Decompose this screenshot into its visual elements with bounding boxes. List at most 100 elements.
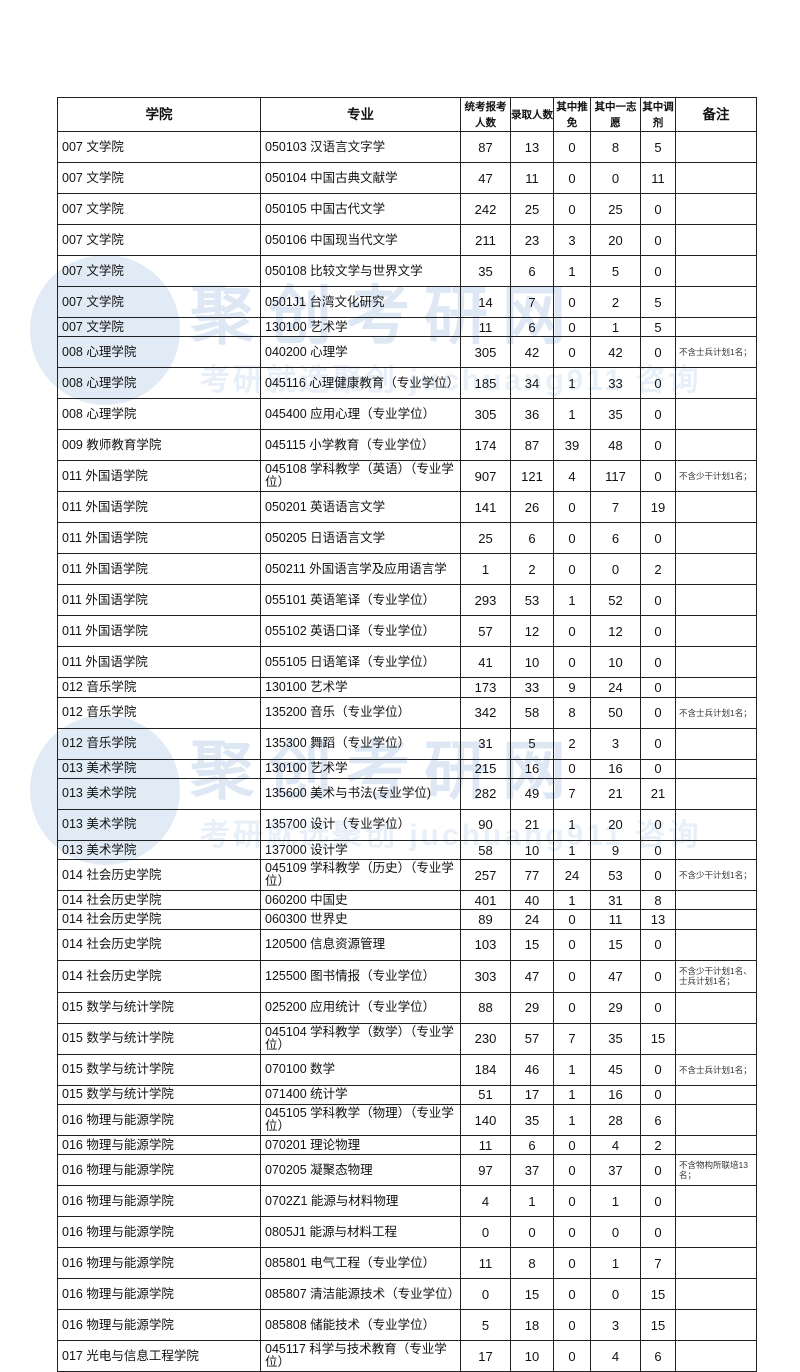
- cell-admitted: 15: [510, 1278, 554, 1311]
- cell-remarks: [675, 367, 757, 400]
- cell-major: 050105 中国古代文学: [260, 193, 461, 225]
- cell-recommended: 1: [553, 255, 591, 287]
- cell-admitted: 2: [510, 553, 554, 586]
- cell-admitted: 29: [510, 991, 554, 1024]
- cell-recommended: 0: [553, 162, 591, 194]
- cell-recommended: 2: [553, 727, 591, 760]
- cell-transfer: 0: [640, 367, 676, 400]
- table-row: 007 文学院 0501J1 台湾文化研究 14 7 0 2 5: [57, 286, 757, 318]
- cell-recommended: 1: [553, 398, 591, 431]
- cell-remarks: [675, 646, 757, 679]
- cell-admitted: 10: [510, 839, 554, 861]
- cell-applicants: 57: [460, 615, 511, 648]
- cell-college: 013 美术学院: [57, 808, 261, 841]
- cell-remarks: [675, 1247, 757, 1280]
- cell-applicants: 11: [460, 1135, 511, 1156]
- cell-applicants: 401: [460, 890, 511, 911]
- cell-applicants: 41: [460, 646, 511, 679]
- table-row: 007 文学院 050106 中国现当代文学 211 23 3 20 0: [57, 224, 757, 256]
- cell-major: 085801 电气工程（专业学位）: [260, 1247, 461, 1280]
- cell-applicants: 184: [460, 1053, 511, 1086]
- cell-recommended: 3: [553, 224, 591, 256]
- cell-first-choice: 1: [590, 1185, 641, 1218]
- cell-first-choice: 24: [590, 677, 641, 698]
- cell-transfer: 0: [640, 1053, 676, 1086]
- cell-applicants: 31: [460, 727, 511, 760]
- cell-college: 008 心理学院: [57, 336, 261, 369]
- cell-transfer: 5: [640, 316, 676, 338]
- cell-college: 008 心理学院: [57, 398, 261, 431]
- cell-applicants: 11: [460, 316, 511, 338]
- cell-recommended: 1: [553, 367, 591, 400]
- cell-applicants: 0: [460, 1216, 511, 1249]
- table-row: 015 数学与统计学院 025200 应用统计（专业学位） 88 29 0 29 0: [57, 991, 757, 1024]
- cell-admitted: 87: [510, 429, 554, 462]
- cell-major: 055101 英语笔译（专业学位）: [260, 584, 461, 617]
- cell-recommended: 4: [553, 460, 591, 493]
- header-first-choice: 其中一志愿: [590, 97, 641, 132]
- table-row: 013 美术学院 135600 美术与书法(专业学位) 282 49 7 21 21: [57, 777, 757, 810]
- cell-transfer: 0: [640, 1154, 676, 1187]
- table-row: 011 外国语学院 045108 学科教学（英语）（专业学位） 907 121 4 117…: [57, 460, 757, 493]
- table-header-row: 学院 专业 统考报考人数 录取人数 其中推免 其中一志愿 其中调剂 备注: [57, 97, 757, 132]
- cell-major: 070201 理论物理: [260, 1135, 461, 1156]
- cell-college: 007 文学院: [57, 286, 261, 318]
- cell-recommended: 0: [553, 1309, 591, 1342]
- header-admitted: 录取人数: [510, 97, 554, 132]
- cell-college: 016 物理与能源学院: [57, 1104, 261, 1137]
- table-row: 014 社会历史学院 120500 信息资源管理 103 15 0 15 0: [57, 928, 757, 961]
- cell-major: 025200 应用统计（专业学位）: [260, 991, 461, 1024]
- cell-recommended: 0: [553, 928, 591, 961]
- table-row: 009 教师教育学院 045115 小学教育（专业学位） 174 87 39 48 0: [57, 429, 757, 462]
- cell-first-choice: 1: [590, 316, 641, 338]
- cell-admitted: 57: [510, 1022, 554, 1055]
- cell-college: 011 外国语学院: [57, 491, 261, 524]
- cell-first-choice: 9: [590, 839, 641, 861]
- cell-remarks: [675, 1185, 757, 1218]
- cell-remarks: [675, 1278, 757, 1311]
- cell-major: 060300 世界史: [260, 909, 461, 930]
- table-row: 011 外国语学院 050205 日语语言文学 25 6 0 6 0: [57, 522, 757, 555]
- cell-first-choice: 53: [590, 859, 641, 892]
- cell-first-choice: 37: [590, 1154, 641, 1187]
- cell-admitted: 0: [510, 1216, 554, 1249]
- cell-remarks: [675, 808, 757, 841]
- cell-college: 016 物理与能源学院: [57, 1216, 261, 1249]
- table-row: 013 美术学院 137000 设计学 58 10 1 9 0: [57, 839, 757, 861]
- cell-recommended: 0: [553, 131, 591, 163]
- cell-remarks: [675, 553, 757, 586]
- cell-remarks: [675, 224, 757, 256]
- cell-admitted: 33: [510, 677, 554, 698]
- cell-recommended: 7: [553, 1022, 591, 1055]
- cell-admitted: 6: [510, 522, 554, 555]
- table-row: 011 外国语学院 055101 英语笔译（专业学位） 293 53 1 52 0: [57, 584, 757, 617]
- cell-first-choice: 31: [590, 890, 641, 911]
- table-row: 016 物理与能源学院 085807 清洁能源技术（专业学位） 0 15 0 0 15: [57, 1278, 757, 1311]
- cell-recommended: 0: [553, 758, 591, 779]
- cell-first-choice: 16: [590, 1084, 641, 1106]
- cell-admitted: 47: [510, 959, 554, 993]
- cell-applicants: 140: [460, 1104, 511, 1137]
- header-remarks: 备注: [675, 97, 757, 132]
- cell-first-choice: 16: [590, 758, 641, 779]
- cell-major: 045116 心理健康教育（专业学位）: [260, 367, 461, 400]
- cell-remarks: [675, 255, 757, 287]
- cell-major: 055102 英语口译（专业学位）: [260, 615, 461, 648]
- cell-recommended: 0: [553, 491, 591, 524]
- cell-first-choice: 47: [590, 959, 641, 993]
- cell-remarks: 不含物构所联培13名；: [675, 1154, 757, 1187]
- cell-major: 0805J1 能源与材料工程: [260, 1216, 461, 1249]
- cell-admitted: 34: [510, 367, 554, 400]
- cell-college: 016 物理与能源学院: [57, 1185, 261, 1218]
- cell-first-choice: 11: [590, 909, 641, 930]
- cell-major: 045104 学科教学（数学）（专业学位）: [260, 1022, 461, 1055]
- cell-transfer: 15: [640, 1309, 676, 1342]
- cell-remarks: [675, 162, 757, 194]
- cell-first-choice: 1: [590, 1247, 641, 1280]
- cell-college: 013 美术学院: [57, 839, 261, 861]
- cell-major: 130100 艺术学: [260, 758, 461, 779]
- cell-recommended: 0: [553, 336, 591, 369]
- table-row: 014 社会历史学院 045109 学科教学（历史）（专业学位） 257 77 24 53…: [57, 859, 757, 892]
- cell-applicants: 215: [460, 758, 511, 779]
- cell-transfer: 0: [640, 1084, 676, 1106]
